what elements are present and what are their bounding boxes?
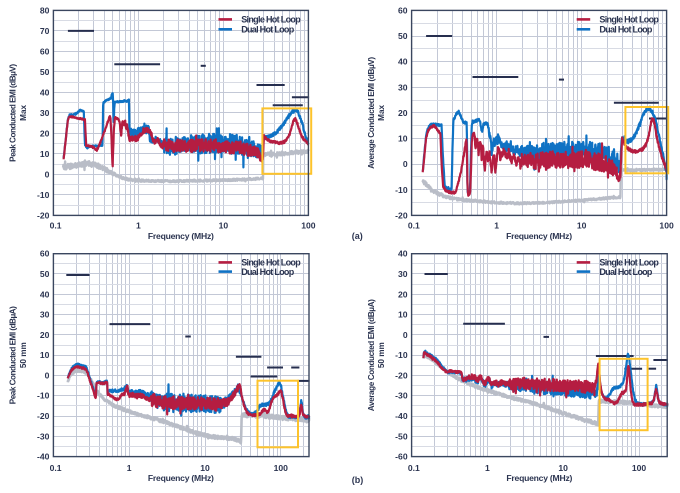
svg-text:60: 60 <box>398 5 408 15</box>
svg-text:10: 10 <box>40 350 50 360</box>
svg-text:-50: -50 <box>395 431 408 441</box>
svg-text:60: 60 <box>40 46 50 56</box>
svg-text:Max: Max <box>19 104 28 120</box>
svg-text:Dual Hot Loop: Dual Hot Loop <box>599 25 653 35</box>
svg-text:40: 40 <box>40 289 50 299</box>
svg-text:10: 10 <box>398 310 408 320</box>
svg-text:0: 0 <box>45 169 50 179</box>
svg-text:Frequency (MHz): Frequency (MHz) <box>506 473 572 483</box>
svg-text:1: 1 <box>494 221 499 231</box>
svg-text:20: 20 <box>40 128 50 138</box>
svg-text:0.1: 0.1 <box>408 463 420 473</box>
svg-text:100: 100 <box>301 221 316 231</box>
svg-text:0.1: 0.1 <box>408 221 420 231</box>
svg-text:100: 100 <box>274 463 289 473</box>
svg-text:Peak Conducted EMI (dBµA): Peak Conducted EMI (dBµA) <box>9 306 18 404</box>
svg-text:Single Hot Loop: Single Hot Loop <box>241 258 301 268</box>
svg-text:-10: -10 <box>395 185 408 195</box>
svg-text:50: 50 <box>40 67 50 77</box>
svg-text:Frequency (MHz): Frequency (MHz) <box>506 231 572 241</box>
svg-text:Frequency (MHz): Frequency (MHz) <box>148 231 214 241</box>
svg-text:Dual Hot Loop: Dual Hot Loop <box>241 25 295 35</box>
svg-text:Dual Hot Loop: Dual Hot Loop <box>599 267 653 277</box>
svg-text:20: 20 <box>398 108 408 118</box>
svg-text:-60: -60 <box>395 452 408 462</box>
svg-text:Single Hot Loop: Single Hot Loop <box>241 15 301 25</box>
svg-text:-20: -20 <box>395 210 408 220</box>
svg-text:10: 10 <box>219 221 229 231</box>
svg-text:-10: -10 <box>395 350 408 360</box>
svg-text:Average Conducted EMI (dBµV): Average Conducted EMI (dBµV) <box>367 57 376 169</box>
svg-text:40: 40 <box>40 87 50 97</box>
svg-text:-20: -20 <box>37 411 50 421</box>
svg-text:1: 1 <box>485 463 490 473</box>
svg-text:10: 10 <box>558 463 568 473</box>
svg-text:-10: -10 <box>37 391 50 401</box>
svg-text:Peak Conducted EMI (dBµV): Peak Conducted EMI (dBµV) <box>9 64 18 162</box>
svg-text:0: 0 <box>403 330 408 340</box>
svg-text:20: 20 <box>398 289 408 299</box>
svg-text:10: 10 <box>40 149 50 159</box>
svg-text:-20: -20 <box>395 370 408 380</box>
svg-text:40: 40 <box>398 57 408 67</box>
svg-text:Dual Hot Loop: Dual Hot Loop <box>241 267 295 277</box>
svg-text:(b): (b) <box>352 475 364 485</box>
svg-text:10: 10 <box>398 134 408 144</box>
svg-text:-40: -40 <box>37 452 50 462</box>
svg-text:-20: -20 <box>37 210 50 220</box>
svg-text:-30: -30 <box>37 431 50 441</box>
svg-text:Single Hot Loop: Single Hot Loop <box>599 15 659 25</box>
svg-text:Frequency (MHz): Frequency (MHz) <box>148 473 214 483</box>
svg-text:50: 50 <box>40 269 50 279</box>
svg-text:50 mm: 50 mm <box>377 342 386 368</box>
svg-text:70: 70 <box>40 26 50 36</box>
svg-text:0.1: 0.1 <box>50 463 62 473</box>
svg-text:50 mm: 50 mm <box>19 342 28 368</box>
svg-text:20: 20 <box>40 330 50 340</box>
svg-text:30: 30 <box>40 310 50 320</box>
svg-text:10: 10 <box>577 221 587 231</box>
svg-text:30: 30 <box>398 269 408 279</box>
svg-text:1: 1 <box>136 221 141 231</box>
svg-text:Max: Max <box>377 104 386 120</box>
svg-text:100: 100 <box>632 463 647 473</box>
svg-text:1: 1 <box>127 463 132 473</box>
svg-text:30: 30 <box>40 108 50 118</box>
svg-text:60: 60 <box>40 249 50 259</box>
svg-text:40: 40 <box>398 249 408 259</box>
svg-text:50: 50 <box>398 31 408 41</box>
svg-text:-40: -40 <box>395 411 408 421</box>
svg-text:10: 10 <box>200 463 210 473</box>
svg-text:80: 80 <box>40 5 50 15</box>
svg-text:Average Conducted EMI (dBµA): Average Conducted EMI (dBµA) <box>367 299 376 411</box>
svg-text:100: 100 <box>659 221 674 231</box>
svg-text:-30: -30 <box>395 391 408 401</box>
svg-text:0: 0 <box>403 159 408 169</box>
svg-text:Single Hot Loop: Single Hot Loop <box>599 258 659 268</box>
svg-text:0: 0 <box>45 370 50 380</box>
svg-text:0.1: 0.1 <box>50 221 62 231</box>
svg-text:(a): (a) <box>352 231 363 241</box>
svg-text:30: 30 <box>398 82 408 92</box>
svg-text:-10: -10 <box>37 190 50 200</box>
